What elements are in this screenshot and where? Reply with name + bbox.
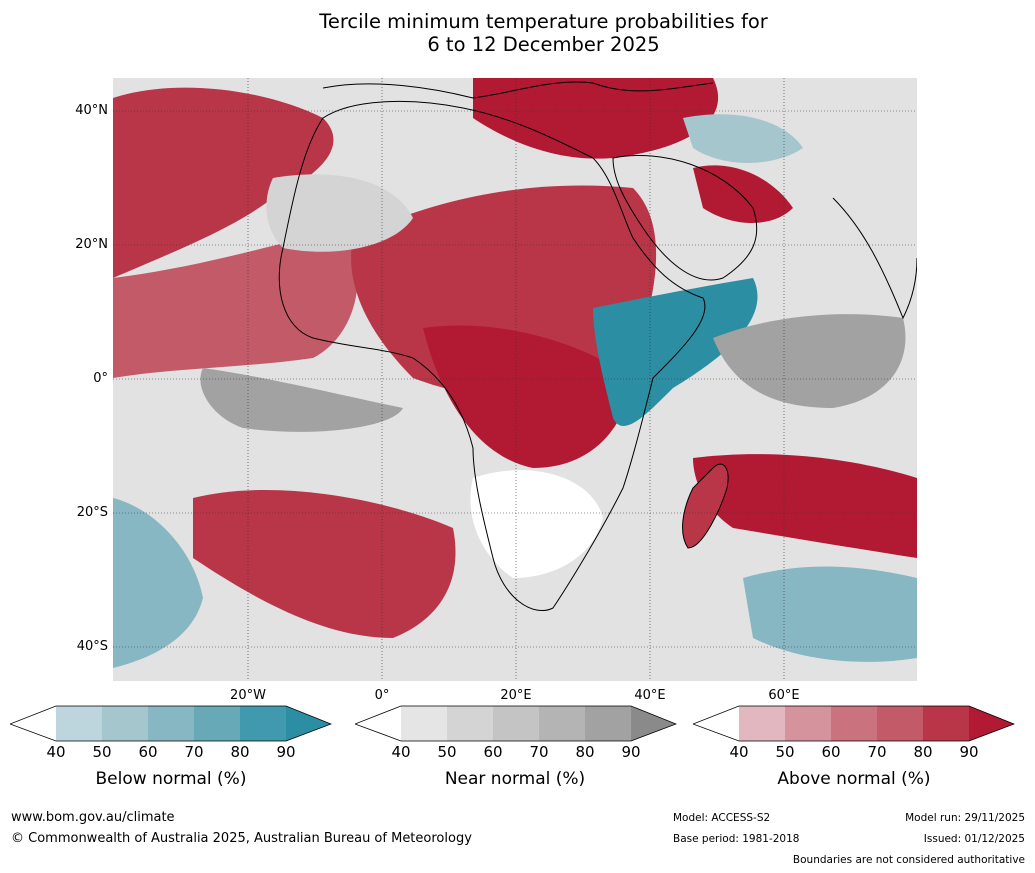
above-cb-seg-3 <box>831 706 877 741</box>
tropical-atlantic-warm <box>113 228 358 378</box>
near-cb-tick-40: 40 <box>391 743 411 761</box>
below-cb-seg-1 <box>56 706 102 741</box>
above-cb-seg-2 <box>785 706 831 741</box>
near-normal-label: Near normal (%) <box>444 769 586 789</box>
central-africa-warm <box>423 325 633 468</box>
iran-cool <box>683 114 803 163</box>
base-period-info: Base period: 1981-2018 <box>673 833 800 845</box>
above-cb-tick-90: 90 <box>959 743 979 761</box>
europe-coastline <box>322 81 714 99</box>
south-atlantic-cool <box>113 498 203 668</box>
above-cb-tick-60: 60 <box>821 743 841 761</box>
near-normal-colorbar <box>355 705 677 742</box>
below-cb-seg-2 <box>102 706 148 741</box>
mediterranean-warm <box>473 78 719 159</box>
arabian-sea-near <box>713 314 906 408</box>
southern-africa-near <box>470 470 603 578</box>
below-cb-seg-4 <box>194 706 240 741</box>
below-cb-outline <box>10 705 332 742</box>
model-info: Model: ACCESS-S2 <box>673 812 771 824</box>
graticule <box>113 78 917 681</box>
indian-ocean-warm <box>693 454 917 558</box>
below-cb-tick-40: 40 <box>46 743 66 761</box>
above-cb-tick-40: 40 <box>729 743 749 761</box>
south-atlantic-warm <box>193 489 456 638</box>
probability-map[interactable] <box>113 78 917 681</box>
website-link[interactable]: www.bom.gov.au/climate <box>11 810 175 825</box>
arabia-coastline <box>612 154 758 281</box>
map-svg <box>113 78 917 681</box>
below-cb-tick-50: 50 <box>92 743 112 761</box>
africa-coastline <box>278 100 706 611</box>
near-cb-seg-2 <box>447 706 493 741</box>
near-cb-seg-4 <box>539 706 585 741</box>
above-cb-tick-80: 80 <box>913 743 933 761</box>
title-line-1: Tercile minimum temperature probabilitie… <box>319 10 768 33</box>
near-cb-under <box>355 706 401 741</box>
above-cb-tick-70: 70 <box>867 743 887 761</box>
map-title: Tercile minimum temperature probabilitie… <box>0 10 1035 56</box>
lat-label-equator: 0° <box>93 371 108 386</box>
south-indian-cool <box>743 566 917 662</box>
below-cb-seg-3 <box>148 706 194 741</box>
india-coastline <box>832 197 917 320</box>
above-cb-under <box>693 706 739 741</box>
lon-label-20w: 20°W <box>230 688 266 703</box>
near-cb-outline <box>355 705 677 742</box>
above-normal-label: Above normal (%) <box>777 769 931 789</box>
lon-label-40e: 40°E <box>634 688 666 703</box>
title-line-2: 6 to 12 December 2025 <box>427 33 660 56</box>
above-cb-over <box>969 706 1014 741</box>
near-cb-tick-60: 60 <box>483 743 503 761</box>
lon-label-0: 0° <box>374 688 390 703</box>
lon-label-60e: 60°E <box>768 688 800 703</box>
above-cb-seg-1 <box>739 706 785 741</box>
north-atlantic-warm <box>113 87 334 278</box>
near-cb-seg-1 <box>401 706 447 741</box>
copyright-text: © Commonwealth of Australia 2025, Austra… <box>11 831 472 846</box>
north-africa-warm <box>351 185 657 399</box>
lat-label-20n: 20°N <box>75 237 108 252</box>
east-africa-cool <box>593 278 758 427</box>
atlantic-near-band <box>200 368 403 432</box>
above-cb-tick-50: 50 <box>775 743 795 761</box>
below-cb-over <box>286 706 331 741</box>
lat-label-20s: 20°S <box>76 505 108 520</box>
issued-info: Issued: 01/12/2025 <box>923 833 1025 845</box>
lat-label-40s: 40°S <box>76 639 108 654</box>
lon-label-20e: 20°E <box>500 688 532 703</box>
madagascar-coastline <box>682 463 729 549</box>
below-cb-tick-90: 90 <box>276 743 296 761</box>
near-cb-seg-5 <box>585 706 631 741</box>
boundaries-disclaimer: Boundaries are not considered authoritat… <box>792 854 1025 866</box>
below-cb-tick-80: 80 <box>230 743 250 761</box>
near-cb-over <box>631 706 676 741</box>
sahara-near <box>266 174 413 252</box>
below-cb-under <box>10 706 56 741</box>
lat-label-40n: 40°N <box>75 103 108 118</box>
below-cb-seg-5 <box>240 706 286 741</box>
below-cb-tick-70: 70 <box>184 743 204 761</box>
near-cb-tick-70: 70 <box>529 743 549 761</box>
below-normal-colorbar <box>10 705 332 742</box>
above-normal-colorbar <box>693 705 1015 742</box>
below-normal-label: Below normal (%) <box>95 769 247 789</box>
above-cb-seg-5 <box>923 706 969 741</box>
model-run-info: Model run: 29/11/2025 <box>905 812 1025 824</box>
near-cb-seg-3 <box>493 706 539 741</box>
near-cb-tick-90: 90 <box>621 743 641 761</box>
persian-gulf-warm <box>693 165 793 223</box>
above-cb-outline <box>693 705 1015 742</box>
above-cb-seg-4 <box>877 706 923 741</box>
near-cb-tick-80: 80 <box>575 743 595 761</box>
below-cb-tick-60: 60 <box>138 743 158 761</box>
near-cb-tick-50: 50 <box>437 743 457 761</box>
